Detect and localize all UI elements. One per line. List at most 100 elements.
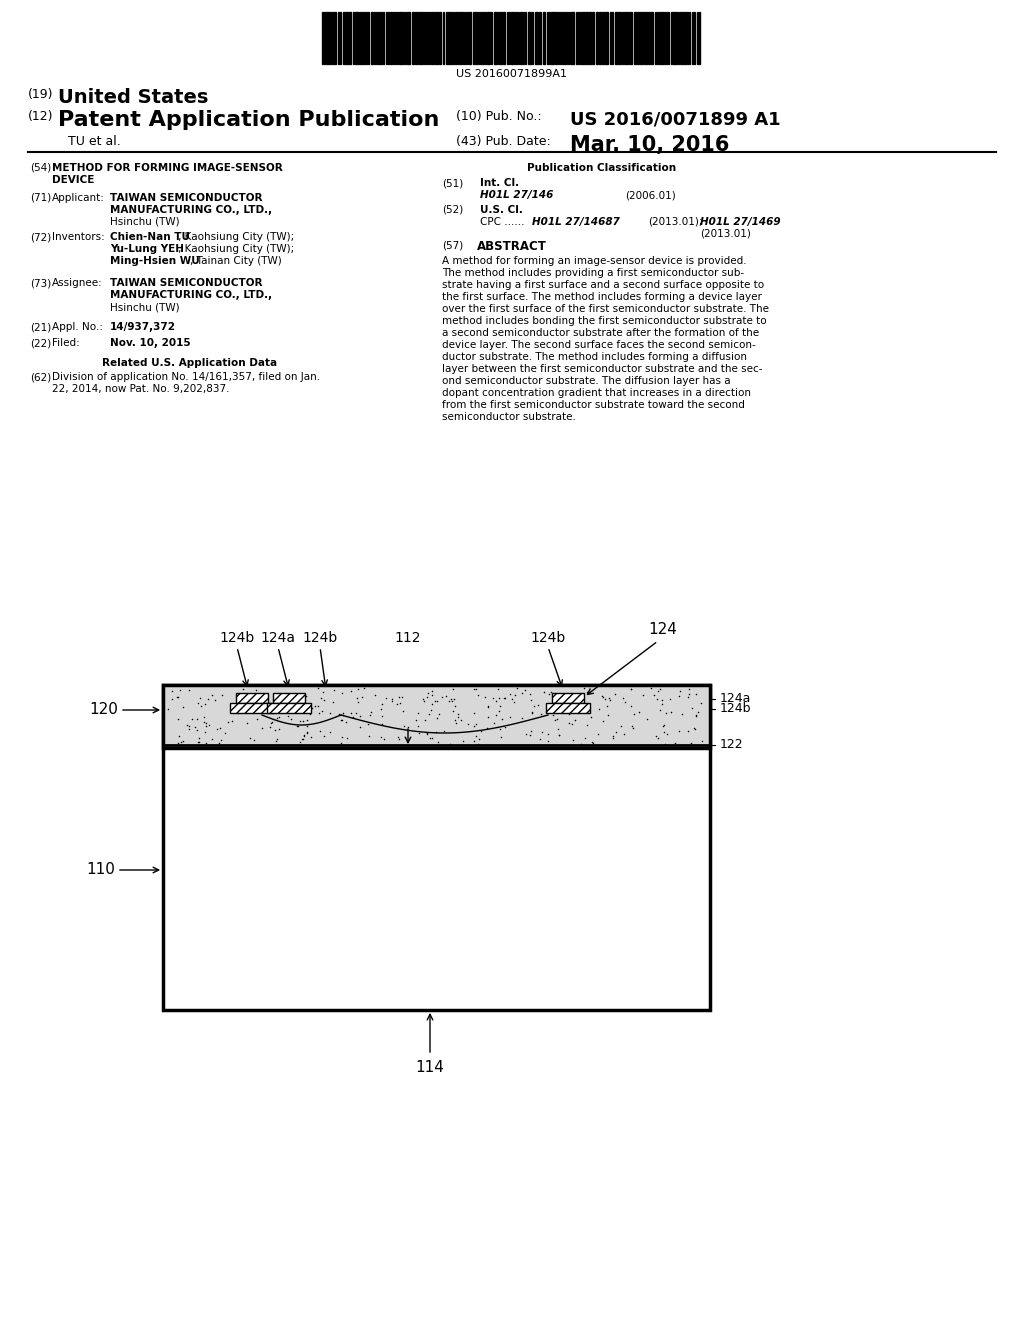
Point: [299, 715, 315, 737]
Point: [655, 714, 672, 735]
Point: [196, 711, 212, 733]
Point: [624, 715, 640, 737]
Text: U.S. Cl.: U.S. Cl.: [480, 205, 523, 215]
Point: [234, 678, 251, 700]
Bar: [455, 12, 457, 63]
Bar: [651, 12, 653, 63]
Text: ABSTRACT: ABSTRACT: [477, 240, 547, 253]
Point: [600, 704, 616, 725]
Point: [649, 680, 666, 701]
Point: [546, 690, 562, 711]
Point: [175, 731, 191, 752]
Bar: [592, 12, 594, 63]
Point: [460, 714, 476, 735]
Point: [468, 725, 484, 746]
Point: [304, 697, 321, 718]
Point: [493, 696, 509, 717]
Point: [285, 689, 301, 710]
Point: [430, 731, 446, 752]
Text: Ming-Hsien WU: Ming-Hsien WU: [110, 256, 200, 267]
Point: [551, 725, 567, 746]
Point: [335, 705, 351, 726]
Point: [551, 701, 567, 722]
Point: [351, 717, 368, 738]
Point: [411, 722, 427, 743]
Point: [171, 725, 187, 746]
Point: [376, 729, 392, 750]
Point: [204, 685, 220, 706]
Bar: [460, 12, 462, 63]
Point: [281, 705, 297, 726]
Point: [541, 723, 557, 744]
Text: 124a: 124a: [260, 631, 296, 645]
Point: [193, 696, 209, 717]
Point: [394, 686, 411, 708]
Point: [631, 701, 647, 722]
Bar: [543, 12, 545, 63]
Point: [164, 688, 180, 709]
Point: [440, 690, 457, 711]
Point: [179, 714, 196, 735]
Bar: [503, 12, 505, 63]
Point: [410, 702, 426, 723]
Text: semiconductor substrate.: semiconductor substrate.: [442, 412, 575, 422]
Point: [306, 696, 323, 717]
Point: [466, 678, 482, 700]
Bar: [618, 12, 620, 63]
Text: over the first surface of the first semiconductor substrate. The: over the first surface of the first semi…: [442, 304, 769, 314]
Text: H01L 27/14687: H01L 27/14687: [532, 216, 620, 227]
Point: [608, 722, 625, 743]
Bar: [436, 12, 438, 63]
Point: [490, 688, 507, 709]
Point: [564, 714, 581, 735]
Point: [299, 722, 315, 743]
Point: [170, 686, 186, 708]
Bar: [163, 685, 710, 748]
Point: [614, 688, 631, 709]
Point: [424, 727, 440, 748]
Text: Applicant:: Applicant:: [52, 193, 104, 203]
Point: [484, 688, 501, 709]
Point: [197, 693, 213, 714]
Point: [390, 729, 407, 750]
Text: (51): (51): [442, 178, 463, 187]
Text: Filed:: Filed:: [52, 338, 80, 348]
Point: [663, 701, 679, 722]
Point: [333, 710, 349, 731]
Point: [514, 708, 530, 729]
Point: [419, 723, 435, 744]
Bar: [267, 704, 311, 713]
Point: [446, 688, 463, 709]
Point: [334, 710, 350, 731]
Point: [198, 711, 214, 733]
Point: [654, 690, 671, 711]
Point: [254, 685, 270, 706]
Point: [680, 686, 696, 708]
Text: Related U.S. Application Data: Related U.S. Application Data: [102, 358, 278, 368]
Point: [509, 677, 525, 698]
Point: [693, 731, 710, 752]
Point: [349, 678, 366, 700]
Point: [551, 725, 567, 746]
Bar: [605, 12, 608, 63]
Point: [623, 678, 639, 700]
Text: DEVICE: DEVICE: [52, 176, 94, 185]
Point: [643, 677, 659, 698]
Text: Appl. No.:: Appl. No.:: [52, 322, 103, 333]
Point: [523, 689, 540, 710]
Bar: [637, 12, 639, 63]
Bar: [582, 12, 585, 63]
Point: [692, 693, 709, 714]
Bar: [236, 693, 268, 704]
Point: [257, 692, 273, 713]
Bar: [439, 12, 441, 63]
Point: [480, 696, 497, 717]
Point: [446, 696, 463, 717]
Point: [419, 722, 435, 743]
Point: [181, 715, 198, 737]
Point: [684, 697, 700, 718]
Point: [359, 713, 376, 734]
Text: (73): (73): [30, 279, 51, 288]
Text: dopant concentration gradient that increases in a direction: dopant concentration gradient that incre…: [442, 388, 751, 399]
Point: [224, 710, 241, 731]
